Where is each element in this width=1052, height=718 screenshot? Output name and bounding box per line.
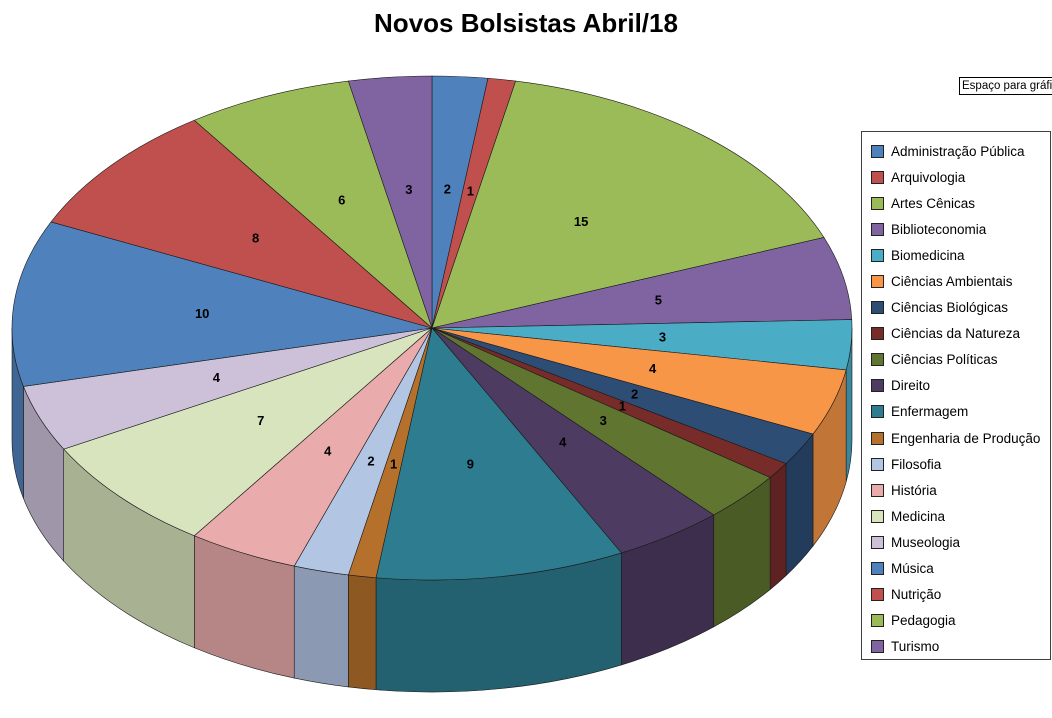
- legend-item-2[interactable]: Artes Cênicas: [871, 190, 1050, 216]
- legend-item-10[interactable]: Enfermagem: [871, 399, 1050, 425]
- legend-swatch-icon: [871, 275, 884, 289]
- pie-walls: [11, 327, 853, 693]
- data-label-11: 1: [390, 457, 397, 472]
- legend-label: Direito: [891, 378, 931, 394]
- legend-item-3[interactable]: Biblioteconomia: [871, 216, 1050, 242]
- data-label-12: 2: [367, 454, 374, 469]
- legend-swatch-icon: [871, 144, 884, 158]
- data-label-3: 5: [655, 292, 662, 307]
- legend-label: Biblioteconomia: [891, 221, 987, 237]
- legend-item-9[interactable]: Direito: [871, 373, 1050, 399]
- data-label-14: 7: [257, 413, 264, 428]
- pie-slice-18[interactable]: [193, 80, 433, 329]
- legend-label: Museologia: [891, 534, 961, 550]
- legend-swatch-icon: [871, 509, 884, 523]
- pie-slice-14[interactable]: [63, 327, 433, 537]
- legend-item-16[interactable]: Música: [871, 556, 1050, 582]
- legend-swatch-icon: [871, 640, 884, 654]
- legend-item-17[interactable]: Nutrição: [871, 582, 1050, 608]
- data-label-8: 3: [600, 413, 607, 428]
- legend-label: Engenharia de Produção: [891, 430, 1041, 446]
- legend-swatch-icon: [871, 196, 884, 210]
- data-label-1: 1: [467, 183, 474, 198]
- legend-swatch-icon: [871, 170, 884, 184]
- pie-slice-2[interactable]: [431, 80, 825, 329]
- legend-item-18[interactable]: Pedagogia: [871, 608, 1050, 634]
- data-label-15: 4: [213, 370, 221, 385]
- legend-item-14[interactable]: Medicina: [871, 503, 1050, 529]
- data-label-17: 8: [252, 231, 259, 246]
- data-label-10: 9: [467, 457, 474, 472]
- legend-item-19[interactable]: Turismo: [871, 634, 1050, 659]
- pie-slice-10[interactable]: [375, 327, 622, 581]
- legend-label: Ciências Biológicas: [891, 300, 1009, 316]
- legend-swatch-icon: [871, 353, 884, 367]
- legend-swatch-icon: [871, 535, 884, 549]
- data-label-13: 4: [324, 444, 332, 459]
- legend-item-6[interactable]: Ciências Biológicas: [871, 295, 1050, 321]
- legend-swatch-icon: [871, 301, 884, 315]
- chart-title: Novos Bolsistas Abril/18: [374, 8, 678, 38]
- data-label-18: 6: [338, 192, 345, 207]
- legend-label: Medicina: [891, 508, 946, 524]
- legend-label: Enfermagem: [891, 404, 969, 420]
- pie-slice-3[interactable]: [431, 237, 853, 329]
- data-label-7: 1: [619, 398, 626, 413]
- legend-item-5[interactable]: Ciências Ambientais: [871, 268, 1050, 294]
- pie-slice-17[interactable]: [50, 119, 433, 329]
- legend-item-15[interactable]: Museologia: [871, 529, 1050, 555]
- data-label-19: 3: [405, 182, 412, 197]
- data-label-9: 4: [559, 434, 567, 449]
- data-label-2: 15: [574, 214, 588, 229]
- legend-label: Pedagogia: [891, 613, 956, 629]
- legend-item-0[interactable]: Administração Pública: [871, 138, 1050, 164]
- legend-label: Administração Pública: [891, 143, 1025, 159]
- data-label-6: 2: [631, 387, 638, 402]
- legend-swatch-icon: [871, 327, 884, 341]
- legend-label: Biomedicina: [891, 247, 965, 263]
- pie-tops: [11, 75, 853, 581]
- legend-swatch-icon: [871, 483, 884, 497]
- legend-label: Música: [891, 561, 934, 577]
- legend-label: Nutrição: [891, 587, 942, 603]
- legend-swatch-icon: [871, 222, 884, 236]
- data-label-16: 10: [195, 306, 209, 321]
- data-label-0: 2: [444, 182, 451, 197]
- data-label-4: 3: [659, 329, 666, 344]
- legend-swatch-icon: [871, 588, 884, 602]
- data-label-5: 4: [649, 361, 657, 376]
- legend-item-1[interactable]: Arquivologia: [871, 164, 1050, 190]
- legend-swatch-icon: [871, 405, 884, 419]
- legend-label: Ciências Políticas: [891, 352, 998, 368]
- legend-swatch-icon: [871, 562, 884, 576]
- legend-swatch-icon: [871, 379, 884, 393]
- legend-item-8[interactable]: Ciências Políticas: [871, 347, 1050, 373]
- legend-item-12[interactable]: Filosofia: [871, 451, 1050, 477]
- legend-label: História: [891, 482, 937, 498]
- legend-label: Arquivologia: [891, 169, 966, 185]
- legend-item-11[interactable]: Engenharia de Produção: [871, 425, 1050, 451]
- legend-label: Artes Cênicas: [891, 195, 976, 211]
- espaco-textbox[interactable]: Espaço para gráfic: [959, 77, 1052, 95]
- legend-item-7[interactable]: Ciências da Natureza: [871, 321, 1050, 347]
- pie-slice-wall-12: [293, 565, 349, 688]
- legend-item-13[interactable]: História: [871, 477, 1050, 503]
- pie-slice-wall-7: [769, 462, 787, 591]
- legend-label: Ciências Ambientais: [891, 274, 1013, 290]
- legend-label: Ciências da Natureza: [891, 326, 1021, 342]
- legend-swatch-icon: [871, 431, 884, 445]
- legend-item-4[interactable]: Biomedicina: [871, 242, 1050, 268]
- pie-slice-wall-11: [348, 574, 377, 691]
- legend-swatch-icon: [871, 614, 884, 628]
- legend-label: Turismo: [891, 639, 940, 655]
- pie-slice-19[interactable]: [347, 75, 433, 329]
- legend-label: Filosofia: [891, 456, 942, 472]
- legend-swatch-icon: [871, 457, 884, 471]
- pie-slice-16[interactable]: [11, 221, 433, 387]
- legend: Administração Pública Arquivologia Artes C…: [861, 131, 1051, 660]
- legend-swatch-icon: [871, 248, 884, 262]
- legend-items: Administração Pública Arquivologia Artes C…: [871, 138, 1050, 659]
